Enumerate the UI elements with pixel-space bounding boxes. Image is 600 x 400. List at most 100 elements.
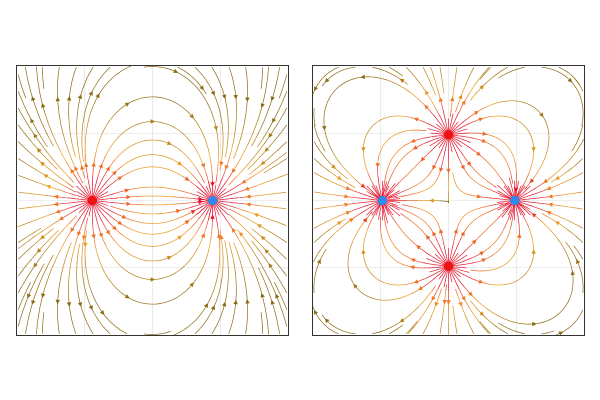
streamline-segment bbox=[502, 209, 505, 212]
streamline-segment bbox=[196, 209, 203, 215]
stream-arrow bbox=[213, 125, 218, 131]
streamline-segment bbox=[171, 170, 182, 176]
streamline-segment bbox=[39, 272, 45, 283]
streamline-segment bbox=[95, 246, 99, 258]
streamline-segment bbox=[191, 143, 198, 153]
streamline-segment bbox=[518, 183, 525, 194]
streamline-segment bbox=[83, 203, 91, 213]
streamline-segment bbox=[429, 179, 438, 188]
streamline-segment bbox=[448, 252, 452, 263]
stream-arrow bbox=[150, 119, 156, 124]
streamline-segment bbox=[42, 139, 48, 147]
stream-arrow bbox=[345, 185, 351, 191]
stream-arrow bbox=[77, 231, 82, 237]
streamline-segment bbox=[557, 306, 566, 316]
streamline-segment bbox=[459, 275, 461, 278]
streamline-segment bbox=[324, 205, 336, 208]
stream-arrow bbox=[517, 233, 522, 238]
streamline-segment bbox=[144, 66, 155, 68]
streamline-segment bbox=[326, 93, 333, 104]
streamline-segment bbox=[390, 297, 401, 301]
stream-arrow bbox=[233, 94, 238, 100]
streamline-segment bbox=[85, 230, 88, 242]
streamline-segment bbox=[281, 283, 288, 294]
streamline-segment bbox=[515, 187, 521, 198]
streamline-segment bbox=[245, 67, 248, 78]
streamline-segment bbox=[341, 174, 348, 180]
streamline-segment bbox=[470, 118, 482, 124]
streamline-segment bbox=[245, 323, 248, 334]
streamline-segment bbox=[439, 323, 443, 334]
streamline-segment bbox=[182, 197, 194, 199]
streamline-segment bbox=[21, 101, 28, 112]
stream-arrow bbox=[270, 96, 275, 102]
streamline-segment bbox=[511, 186, 515, 198]
streamline-segment bbox=[248, 258, 254, 269]
streamline-segment bbox=[395, 247, 404, 255]
streamline-segment bbox=[572, 207, 583, 210]
streamline-segment bbox=[467, 111, 477, 119]
streamline-segment bbox=[50, 228, 54, 232]
streamline-segment bbox=[141, 139, 152, 142]
streamline-segment bbox=[453, 147, 459, 158]
streamline-segment bbox=[537, 320, 549, 324]
streamline-segment bbox=[277, 323, 280, 334]
stream-arrow bbox=[219, 234, 224, 240]
streamline-segment bbox=[110, 205, 115, 208]
stream-arrow bbox=[344, 194, 350, 199]
streamline-segment bbox=[558, 66, 569, 73]
streamline-segment bbox=[371, 192, 380, 199]
streamline-segment bbox=[24, 258, 32, 268]
stream-arrow bbox=[91, 234, 96, 240]
streamline-segment bbox=[409, 212, 420, 219]
streamlines bbox=[313, 66, 584, 335]
streamline-segment bbox=[450, 254, 458, 264]
streamline-segment bbox=[76, 185, 82, 192]
streamline-segment bbox=[320, 72, 330, 81]
streamline-segment bbox=[182, 202, 194, 204]
streamline-segment bbox=[166, 218, 178, 223]
streamline-segment bbox=[205, 172, 210, 183]
streamline-segment bbox=[323, 103, 328, 114]
stream-arrow bbox=[112, 170, 117, 176]
streamline-segment bbox=[448, 269, 452, 281]
streamline-segment bbox=[95, 202, 105, 208]
charges bbox=[377, 130, 520, 271]
streamline-segment bbox=[70, 254, 74, 265]
streamline-segment bbox=[39, 118, 45, 129]
streamline-segment bbox=[389, 238, 396, 248]
streamline-segment bbox=[385, 202, 395, 208]
streamline-segment bbox=[134, 121, 146, 126]
stream-arrow bbox=[446, 300, 451, 305]
stream-arrows bbox=[27, 68, 280, 316]
streamline-segment bbox=[528, 163, 533, 174]
streamline-segment bbox=[156, 212, 168, 215]
streamline-segment bbox=[321, 144, 326, 152]
streamline-segment bbox=[313, 172, 319, 176]
stream-arrow bbox=[460, 231, 465, 237]
streamline-segment bbox=[77, 211, 85, 222]
stream-arrow bbox=[83, 242, 88, 248]
streamline-segment bbox=[250, 248, 258, 258]
streamline-segment bbox=[452, 134, 463, 137]
streamline-segment bbox=[493, 247, 502, 255]
streamline-segment bbox=[81, 202, 90, 211]
streamline-segment bbox=[575, 135, 581, 146]
streamline-segment bbox=[421, 307, 428, 318]
streamline-segment bbox=[419, 217, 428, 225]
streamline-segment bbox=[577, 81, 584, 92]
streamline-segment bbox=[45, 235, 54, 244]
streamline-segment bbox=[344, 66, 356, 70]
streamline-segment bbox=[348, 272, 354, 284]
streamline-segment bbox=[431, 86, 436, 96]
streamline-segment bbox=[383, 187, 389, 198]
streamline-segment bbox=[110, 137, 118, 147]
streamline-segment bbox=[122, 145, 132, 153]
streamline-segment bbox=[450, 109, 452, 118]
streamline-segment bbox=[435, 258, 446, 265]
streamline-segment bbox=[531, 152, 534, 164]
stream-arrow bbox=[33, 262, 38, 268]
streamline-segment bbox=[371, 202, 380, 211]
streamline-segment bbox=[468, 194, 479, 197]
streamline-segment bbox=[439, 137, 447, 147]
